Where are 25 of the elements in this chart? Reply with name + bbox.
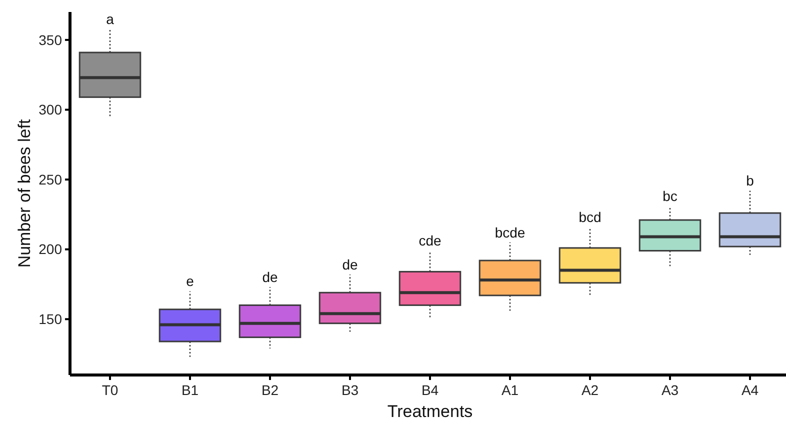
x-tick-label: B2 — [261, 382, 279, 398]
annotation: bcd — [578, 209, 602, 226]
annotation: cde — [418, 232, 442, 249]
x-tick-label: B1 — [181, 382, 199, 398]
annotation: de — [342, 256, 358, 272]
annotation: a — [106, 10, 114, 27]
y-tick-label: 300 — [38, 102, 62, 118]
y-tick-label: 250 — [38, 171, 62, 188]
annotation: bcde — [494, 224, 526, 240]
x-tick-label: A1 — [501, 382, 519, 398]
annotation: de — [262, 269, 278, 286]
y-tick-label: 150 — [38, 311, 62, 328]
annotation: e — [186, 273, 194, 290]
x-tick-label: A2 — [581, 382, 599, 398]
annotation: bc — [662, 188, 678, 204]
y-tick-label: 200 — [38, 241, 62, 258]
x-tick-label: B4 — [421, 382, 439, 398]
y-axis-title: Number of bees left — [15, 119, 34, 268]
y-tick-label: 350 — [38, 32, 62, 48]
x-axis-title: Treatments — [387, 402, 473, 421]
x-tick-label: T0 — [102, 382, 118, 398]
x-tick-label: B3 — [341, 382, 359, 398]
x-tick-label: A4 — [741, 382, 759, 398]
annotation: b — [746, 172, 754, 189]
x-tick-label: A3 — [661, 382, 679, 398]
